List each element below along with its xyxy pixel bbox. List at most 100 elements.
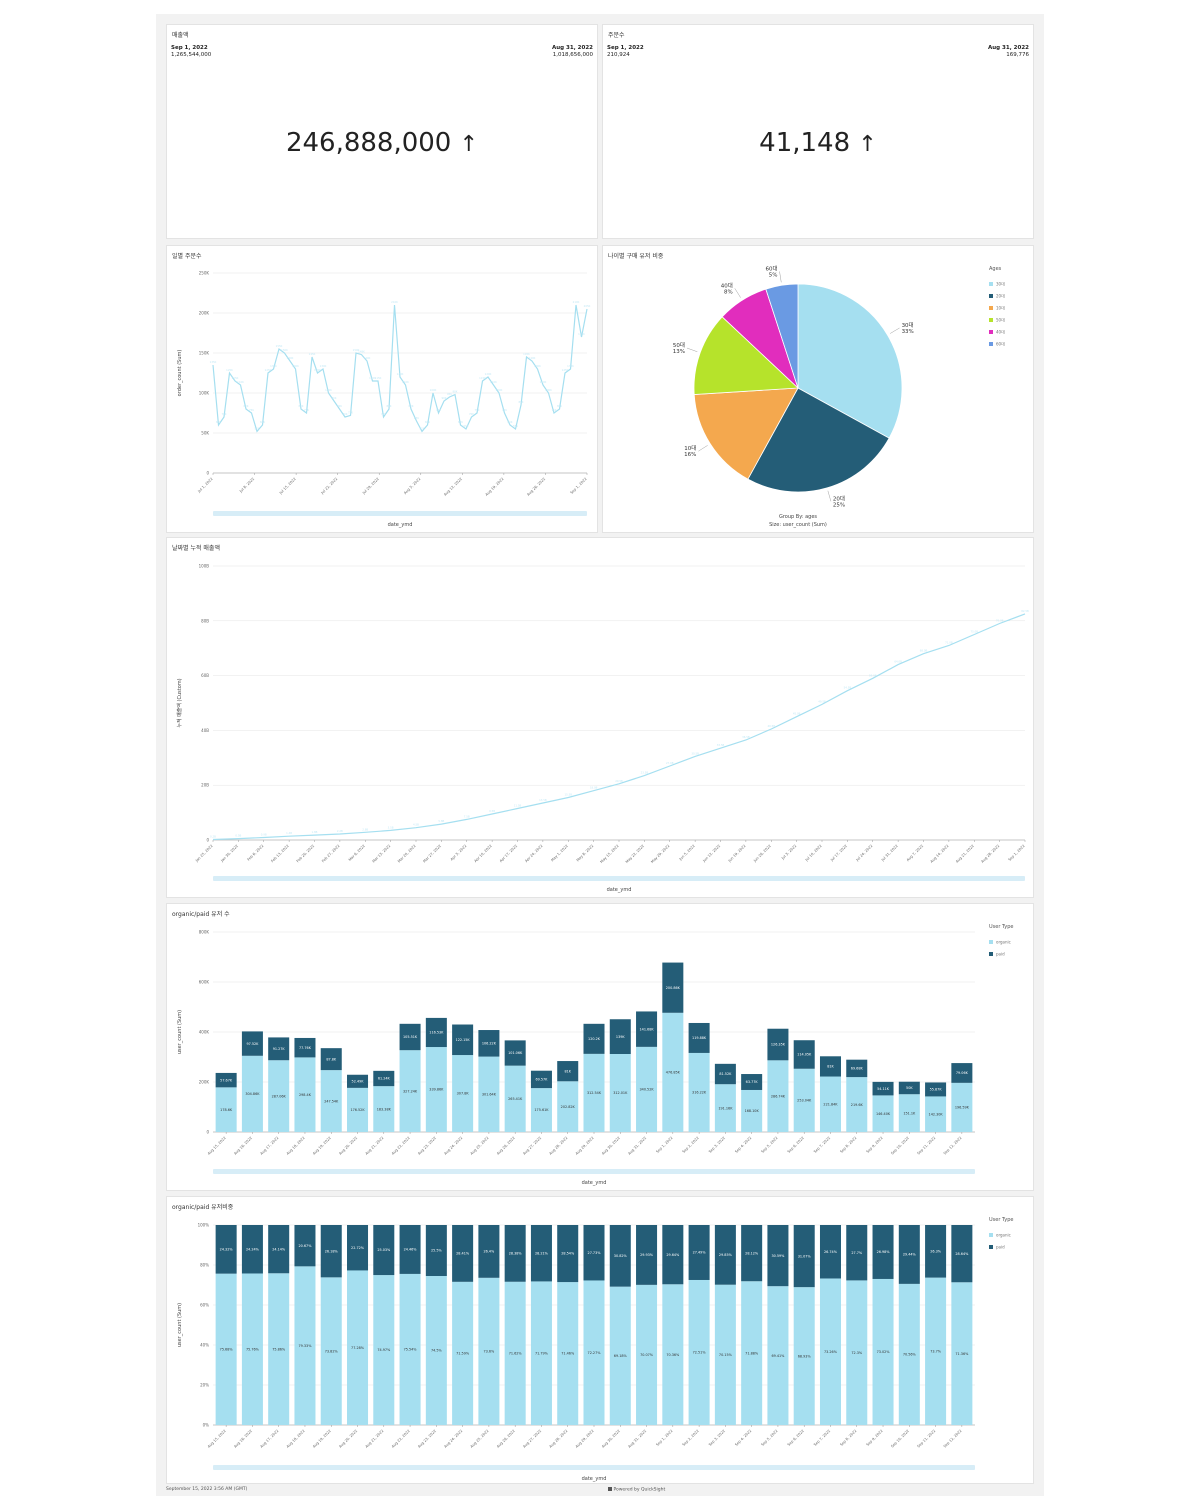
user-ratio-card[interactable]: organic/paid 유저비중 0% 20% 40% 60% 80% 100% user…: [166, 1196, 1034, 1484]
bar-label-organic: 219.6K: [851, 1103, 864, 1107]
data-label: 7.5B: [464, 814, 470, 818]
kpi-orders-end-label: Aug 31, 2022: [988, 45, 1029, 51]
bar-segment-organic: [557, 1081, 579, 1132]
bar-segment-paid: [636, 1225, 658, 1285]
x-axis-label: date_ymd: [607, 887, 632, 893]
legend-swatch: [989, 282, 993, 286]
bar-label-organic: 77.28%: [351, 1346, 365, 1350]
legend-title: User Type: [989, 1217, 1013, 1223]
bar-segment-paid: [636, 1011, 658, 1047]
x-tick-label: May 22, 2022: [625, 844, 645, 864]
legend-swatch: [989, 318, 993, 322]
x-tick-label: Sep 11, 2022: [917, 1136, 937, 1156]
bar-label-paid: 26.3%: [930, 1250, 942, 1254]
x-tick-label: Aug 23, 2022: [417, 1136, 437, 1156]
x-tick-label: Apr 24, 2022: [524, 844, 543, 863]
y-tick-label: 0: [206, 838, 209, 843]
bar-label-paid: 200.86K: [666, 986, 681, 990]
x-tick-label: May 1, 2022: [550, 844, 569, 863]
pie-caption-group: Group By: ages: [779, 514, 817, 520]
quicksight-logo-icon: [608, 1487, 612, 1491]
horizontal-scrollbar[interactable]: [213, 1169, 975, 1174]
x-tick-label: Aug 24, 2022: [443, 1136, 463, 1156]
data-label: 100K: [325, 388, 332, 392]
user-ratio-chart[interactable]: 0% 20% 40% 60% 80% 100% user_count (Sum) 75.68%…: [167, 1197, 1033, 1483]
bar-segment-organic: [583, 1053, 605, 1132]
bar-label-organic: 307.8K: [457, 1092, 470, 1096]
kpi-sales-end-value: 1,018,656,000: [552, 52, 593, 58]
age-pie-chart[interactable]: 30대33%20대25%10대16%50대13%40대8%60대5%Ages30…: [603, 246, 1033, 532]
y-tick-label: 50K: [201, 431, 209, 436]
bar-segment-organic: [819, 1076, 841, 1132]
data-label: 130K: [292, 364, 299, 368]
bar-label-organic: 183.38K: [377, 1107, 392, 1111]
horizontal-scrollbar[interactable]: [213, 511, 587, 516]
bar-segment-organic: [268, 1060, 290, 1132]
bar-segment-organic: [688, 1279, 710, 1425]
bar-label-organic: 71.88%: [745, 1351, 759, 1355]
bar-label-paid: 28.21%: [535, 1251, 549, 1255]
data-label: 100K: [496, 388, 503, 392]
x-tick-label: May 8, 2022: [576, 844, 595, 863]
user-counts-chart[interactable]: 0 200K 400K 600K 800K user_count (Sum) 178.6K 5…: [167, 904, 1033, 1190]
data-label: 5.8B: [438, 819, 444, 823]
bar-label-paid: 28.64%: [955, 1252, 969, 1256]
bar-label-organic: 75.76%: [246, 1347, 260, 1351]
x-tick-label: Sep 1, 2022: [570, 477, 588, 495]
bar-segment-paid: [951, 1063, 973, 1083]
age-pie-card[interactable]: 나이별 구매 유저 비중 30대 33% 20대 25% 10대 16% 50대 13% 40대…: [602, 245, 1034, 533]
pie-percent: 8%: [724, 289, 733, 295]
bar-segment-organic: [714, 1284, 736, 1425]
x-tick-label: Sep 11, 2022: [917, 1429, 937, 1449]
x-tick-label: Jun 26, 2022: [752, 844, 772, 864]
bar-label-organic: 74.97%: [377, 1348, 391, 1352]
bar-label-paid: 25.03%: [377, 1248, 391, 1252]
user-counts-card[interactable]: organic/paid 유저 수 0 200K 400K 600K 800K user_…: [166, 903, 1034, 1191]
x-tick-label: Sep 12, 2022: [943, 1136, 963, 1156]
y-tick-label: 200K: [199, 311, 210, 316]
x-tick-label: Sep 12, 2022: [943, 1429, 963, 1449]
horizontal-scrollbar[interactable]: [213, 1465, 975, 1470]
data-label: 130K: [567, 364, 574, 368]
x-tick-label: Sep 2, 2022: [682, 1136, 700, 1154]
age-pie-title: 나이별 구매 유저 비중: [608, 253, 664, 260]
kpi-sales-end: Aug 31, 2022 1,018,656,000: [552, 45, 593, 59]
x-tick-label: Aug 21, 2022: [955, 844, 975, 864]
y-tick-label: 250K: [199, 271, 210, 276]
pie-percent: 5%: [769, 272, 778, 278]
daily-orders-chart[interactable]: 0 50K 100K 150K 200K 250K order_count (Sum) 135…: [167, 246, 597, 532]
x-tick-label: May 29, 2022: [650, 844, 670, 864]
cumulative-sales-card[interactable]: 날짜별 누적 매출액 0 20B 40B 60B 80B 100B 누적 매출액 (Cust…: [166, 537, 1034, 898]
bar-segment-paid: [819, 1056, 841, 1077]
pie-label: 50대: [673, 341, 685, 349]
cumulative-sales-chart[interactable]: 0 20B 40B 60B 80B 100B 누적 매출액 (Custom) 0.2B 0.5B…: [167, 538, 1033, 897]
bar-label-paid: 79.06K: [956, 1071, 969, 1075]
bar-segment-organic: [741, 1281, 763, 1425]
daily-orders-card[interactable]: 일별 주문수 0 50K 100K 150K 200K 250K order_count (…: [166, 245, 598, 533]
bar-segment-paid: [872, 1225, 894, 1279]
bar-segment-paid: [215, 1072, 237, 1088]
bar-label-organic: 75.54%: [404, 1348, 418, 1352]
x-tick-label: Feb 13, 2022: [270, 844, 289, 863]
horizontal-scrollbar[interactable]: [213, 876, 1025, 881]
kpi-orders-value-row: 41,148 ↑: [603, 128, 1033, 158]
x-tick-label: Aug 16, 2022: [233, 1136, 253, 1156]
x-tick-label: Jul 3, 2022: [780, 844, 797, 861]
x-tick-label: Aug 21, 2022: [365, 1429, 385, 1449]
bar-segment-organic: [373, 1275, 395, 1425]
data-label: 148K: [358, 350, 365, 354]
pie-leader-line: [889, 327, 900, 334]
bar-segment-organic: [399, 1050, 421, 1132]
x-tick-label: Aug 24, 2022: [443, 1429, 463, 1449]
kpi-sales-card[interactable]: 매출액 Sep 1, 2022 1,265,544,000 Aug 31, 20…: [166, 24, 598, 239]
x-tick-label: Aug 20, 2022: [338, 1429, 358, 1449]
y-tick-label: 800K: [199, 930, 210, 935]
x-tick-label: Aug 14, 2022: [930, 844, 950, 864]
x-tick-label: Sep 9, 2022: [866, 1429, 884, 1447]
x-tick-label: Aug 26, 2022: [496, 1429, 516, 1449]
legend-label: 60대: [996, 341, 1005, 347]
kpi-orders-card[interactable]: 주문수 Sep 1, 2022 210,924 Aug 31, 2022 169…: [602, 24, 1034, 239]
bar-segment-paid: [925, 1225, 947, 1278]
data-label: 210K: [391, 300, 398, 304]
bar-segment-organic: [504, 1281, 526, 1425]
